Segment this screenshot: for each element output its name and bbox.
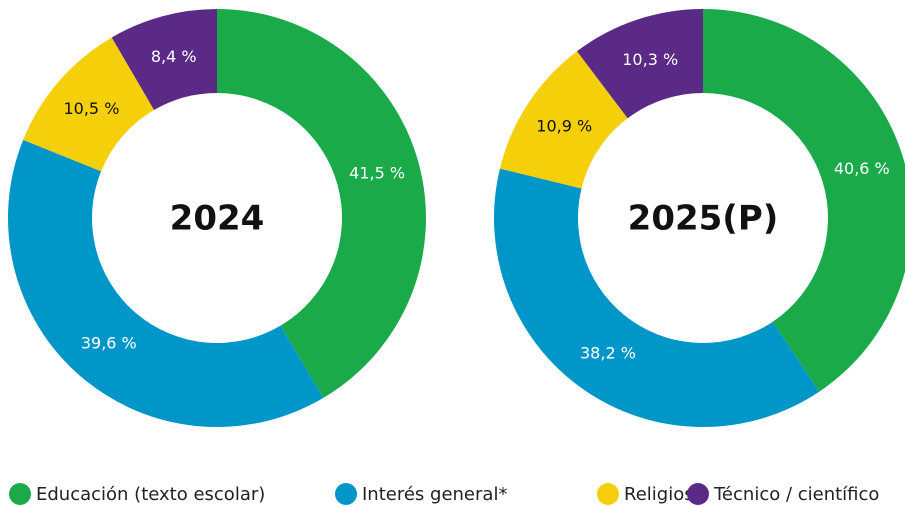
donut-segment <box>499 51 628 189</box>
legend-swatch <box>9 483 31 505</box>
legend-label: Interés general* <box>362 484 507 505</box>
center-title: 2025(P) <box>628 199 779 239</box>
legend-swatch <box>687 483 709 505</box>
center-title: 2024 <box>170 199 265 239</box>
donut-segment <box>8 139 324 427</box>
value-label: 10,3 % <box>622 50 678 69</box>
value-label: 8,4 % <box>151 47 197 66</box>
donut-segment <box>576 9 703 119</box>
value-label: 40,6 % <box>834 159 890 178</box>
legend-label: Educación (texto escolar) <box>36 484 265 505</box>
value-label: 38,2 % <box>580 344 636 363</box>
donut-segment <box>111 9 217 111</box>
value-label: 39,6 % <box>81 333 137 352</box>
donut-segment <box>493 168 820 427</box>
donut-segment <box>23 37 155 172</box>
legend-swatch <box>335 483 357 505</box>
donut-segment <box>703 9 905 392</box>
value-label: 10,9 % <box>536 116 592 135</box>
legend-swatch <box>597 483 619 505</box>
legend-label: Religioso <box>624 484 705 505</box>
value-label: 41,5 % <box>349 164 405 183</box>
value-label: 10,5 % <box>63 99 119 118</box>
donut-segment <box>217 9 426 398</box>
legend-label: Técnico / científico <box>713 484 879 505</box>
